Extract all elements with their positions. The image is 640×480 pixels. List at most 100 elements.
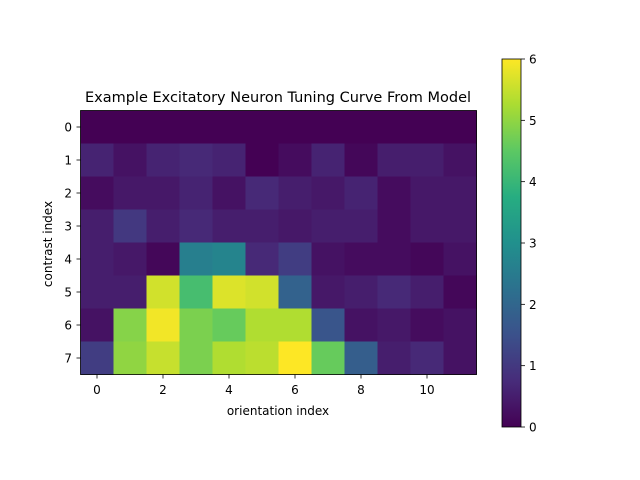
heatmap-cell bbox=[311, 341, 345, 375]
heatmap-cell bbox=[278, 341, 312, 375]
heatmap-cell bbox=[179, 143, 213, 177]
heatmap-cell bbox=[113, 308, 147, 342]
heatmap-cell bbox=[245, 110, 279, 144]
heatmap-cell bbox=[443, 275, 477, 309]
heatmap-cell bbox=[113, 176, 147, 210]
colorbar-ticks: 0 1 2 3 4 5 6 bbox=[521, 53, 537, 435]
colorbar-tick-label: 4 bbox=[529, 175, 537, 189]
x-tick-label: 8 bbox=[357, 383, 365, 397]
colorbar-tick-label: 2 bbox=[529, 298, 537, 312]
heatmap-cell bbox=[278, 176, 312, 210]
heatmap-cell bbox=[377, 275, 411, 309]
heatmap-cell bbox=[245, 275, 279, 309]
heatmap-cell bbox=[80, 110, 114, 144]
x-tick-label: 4 bbox=[225, 383, 233, 397]
heatmap-cell bbox=[311, 209, 345, 243]
colorbar-tick-label: 1 bbox=[529, 359, 537, 373]
heatmap-cell bbox=[212, 110, 246, 144]
heatmap-cell bbox=[344, 275, 378, 309]
heatmap-cell bbox=[179, 275, 213, 309]
heatmap-cell bbox=[245, 176, 279, 210]
heatmap-cell bbox=[311, 143, 345, 177]
y-tick-label: 0 bbox=[64, 121, 72, 135]
heatmap-cell bbox=[344, 308, 378, 342]
heatmap-cell bbox=[377, 110, 411, 144]
heatmap-cell bbox=[212, 143, 246, 177]
plot-frame bbox=[80, 110, 477, 375]
heatmap-cell bbox=[80, 242, 114, 276]
heatmap-cell bbox=[179, 176, 213, 210]
heatmap-cell bbox=[311, 176, 345, 210]
heatmap-cell bbox=[278, 143, 312, 177]
heatmap-cell bbox=[212, 341, 246, 375]
heatmap-cell bbox=[443, 341, 477, 375]
heatmap-cell bbox=[80, 209, 114, 243]
heatmap-cell bbox=[410, 110, 444, 144]
heatmap-cell bbox=[212, 176, 246, 210]
heatmap-cell bbox=[113, 209, 147, 243]
heatmap-cell bbox=[113, 242, 147, 276]
heatmap-cell bbox=[344, 143, 378, 177]
y-axis-label: contrast index bbox=[41, 201, 55, 287]
heatmap-cell bbox=[443, 176, 477, 210]
heatmap-cell bbox=[245, 308, 279, 342]
heatmap-cell bbox=[146, 176, 180, 210]
heatmap-cell bbox=[146, 341, 180, 375]
heatmap-cell bbox=[311, 275, 345, 309]
heatmap-cell bbox=[410, 143, 444, 177]
x-tick-label: 0 bbox=[93, 383, 101, 397]
heatmap-cell bbox=[146, 275, 180, 309]
heatmap-cell bbox=[146, 143, 180, 177]
heatmap-cell bbox=[212, 308, 246, 342]
y-tick-label: 4 bbox=[64, 253, 72, 267]
heatmap-cell bbox=[311, 308, 345, 342]
heatmap-cell bbox=[80, 176, 114, 210]
y-tick-label: 3 bbox=[64, 220, 72, 234]
heatmap-cell bbox=[278, 209, 312, 243]
colorbar-tick-label: 5 bbox=[529, 114, 537, 128]
y-tick-label: 7 bbox=[64, 352, 72, 366]
heatmap-cell bbox=[212, 275, 246, 309]
x-tick-label: 2 bbox=[159, 383, 167, 397]
heatmap-cell bbox=[179, 242, 213, 276]
heatmap-cell bbox=[344, 176, 378, 210]
chart-title: Example Excitatory Neuron Tuning Curve F… bbox=[85, 90, 471, 106]
heatmap-cell bbox=[212, 209, 246, 243]
y-tick-label: 5 bbox=[64, 286, 72, 300]
heatmap-cell bbox=[245, 209, 279, 243]
heatmap-cell bbox=[278, 275, 312, 309]
heatmap-cell bbox=[344, 209, 378, 243]
heatmap-cell bbox=[80, 308, 114, 342]
heatmap-cell bbox=[377, 143, 411, 177]
heatmap-cell bbox=[113, 110, 147, 144]
heatmap-cell bbox=[146, 308, 180, 342]
heatmap-cell bbox=[410, 308, 444, 342]
heatmap-cell bbox=[377, 209, 411, 243]
heatmap-cell bbox=[179, 341, 213, 375]
colorbar-tick-label: 0 bbox=[529, 421, 537, 435]
heatmap-cell bbox=[278, 242, 312, 276]
heatmap-cell bbox=[410, 242, 444, 276]
y-tick-label: 2 bbox=[64, 187, 72, 201]
colorbar-tick-label: 6 bbox=[529, 53, 537, 67]
heatmap-cell bbox=[80, 341, 114, 375]
heatmap-cell bbox=[344, 242, 378, 276]
heatmap-cell bbox=[377, 176, 411, 210]
heatmap-cell bbox=[443, 242, 477, 276]
heatmap-cells bbox=[80, 110, 477, 375]
heatmap-cell bbox=[410, 209, 444, 243]
heatmap-cell bbox=[245, 341, 279, 375]
y-axis-ticks: 0 1 2 3 4 5 6 7 bbox=[64, 121, 81, 366]
heatmap-cell bbox=[146, 209, 180, 243]
heatmap-cell bbox=[113, 275, 147, 309]
x-axis-label: orientation index bbox=[227, 404, 329, 418]
x-axis-ticks: 0 2 4 6 8 10 bbox=[93, 374, 435, 397]
heatmap-cell bbox=[377, 341, 411, 375]
x-tick-label: 6 bbox=[291, 383, 299, 397]
heatmap-cell bbox=[245, 242, 279, 276]
heatmap-cell bbox=[443, 143, 477, 177]
heatmap-cell bbox=[179, 209, 213, 243]
colorbar-tick-label: 3 bbox=[529, 237, 537, 251]
heatmap-cell bbox=[245, 143, 279, 177]
